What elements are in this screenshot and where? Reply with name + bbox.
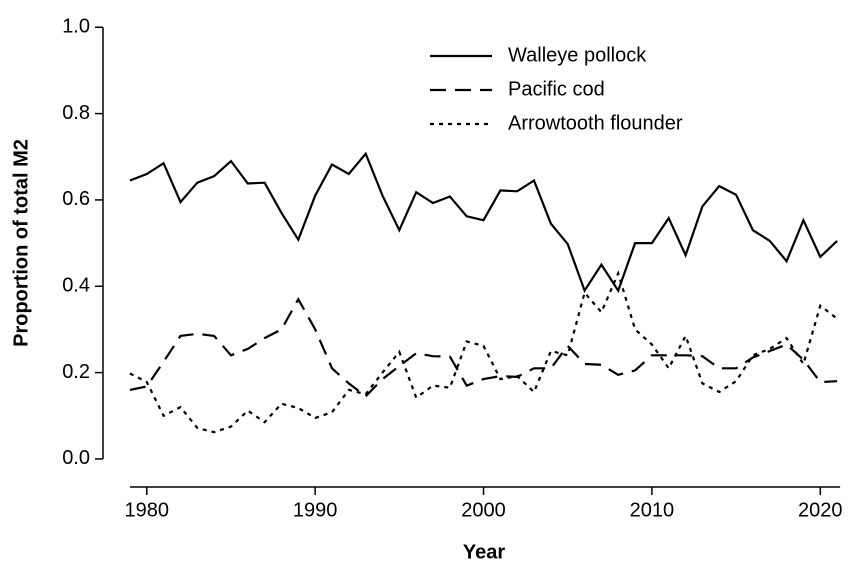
legend-label: Arrowtooth flounder	[508, 112, 683, 134]
x-tick-label: 2000	[461, 499, 506, 521]
y-tick-label: 0.2	[62, 361, 90, 383]
series-line	[129, 151, 838, 294]
x-tick-label: 2020	[798, 499, 843, 521]
legend-label: Pacific cod	[508, 78, 605, 100]
y-tick-label: 0.0	[62, 447, 90, 469]
y-tick-label: 1.0	[62, 16, 90, 38]
x-tick-label: 2010	[630, 499, 675, 521]
series-line	[129, 270, 838, 434]
x-tick-label: 1980	[125, 499, 170, 521]
series-line	[129, 296, 838, 398]
x-tick-label: 1990	[293, 499, 338, 521]
x-axis-label: Year	[463, 541, 505, 563]
y-tick-label: 0.6	[62, 188, 90, 210]
legend-label: Walleye pollock	[508, 44, 647, 66]
y-tick-label: 0.4	[62, 275, 90, 297]
y-tick-label: 0.8	[62, 102, 90, 124]
y-axis-label: Proportion of total M2	[10, 139, 32, 347]
